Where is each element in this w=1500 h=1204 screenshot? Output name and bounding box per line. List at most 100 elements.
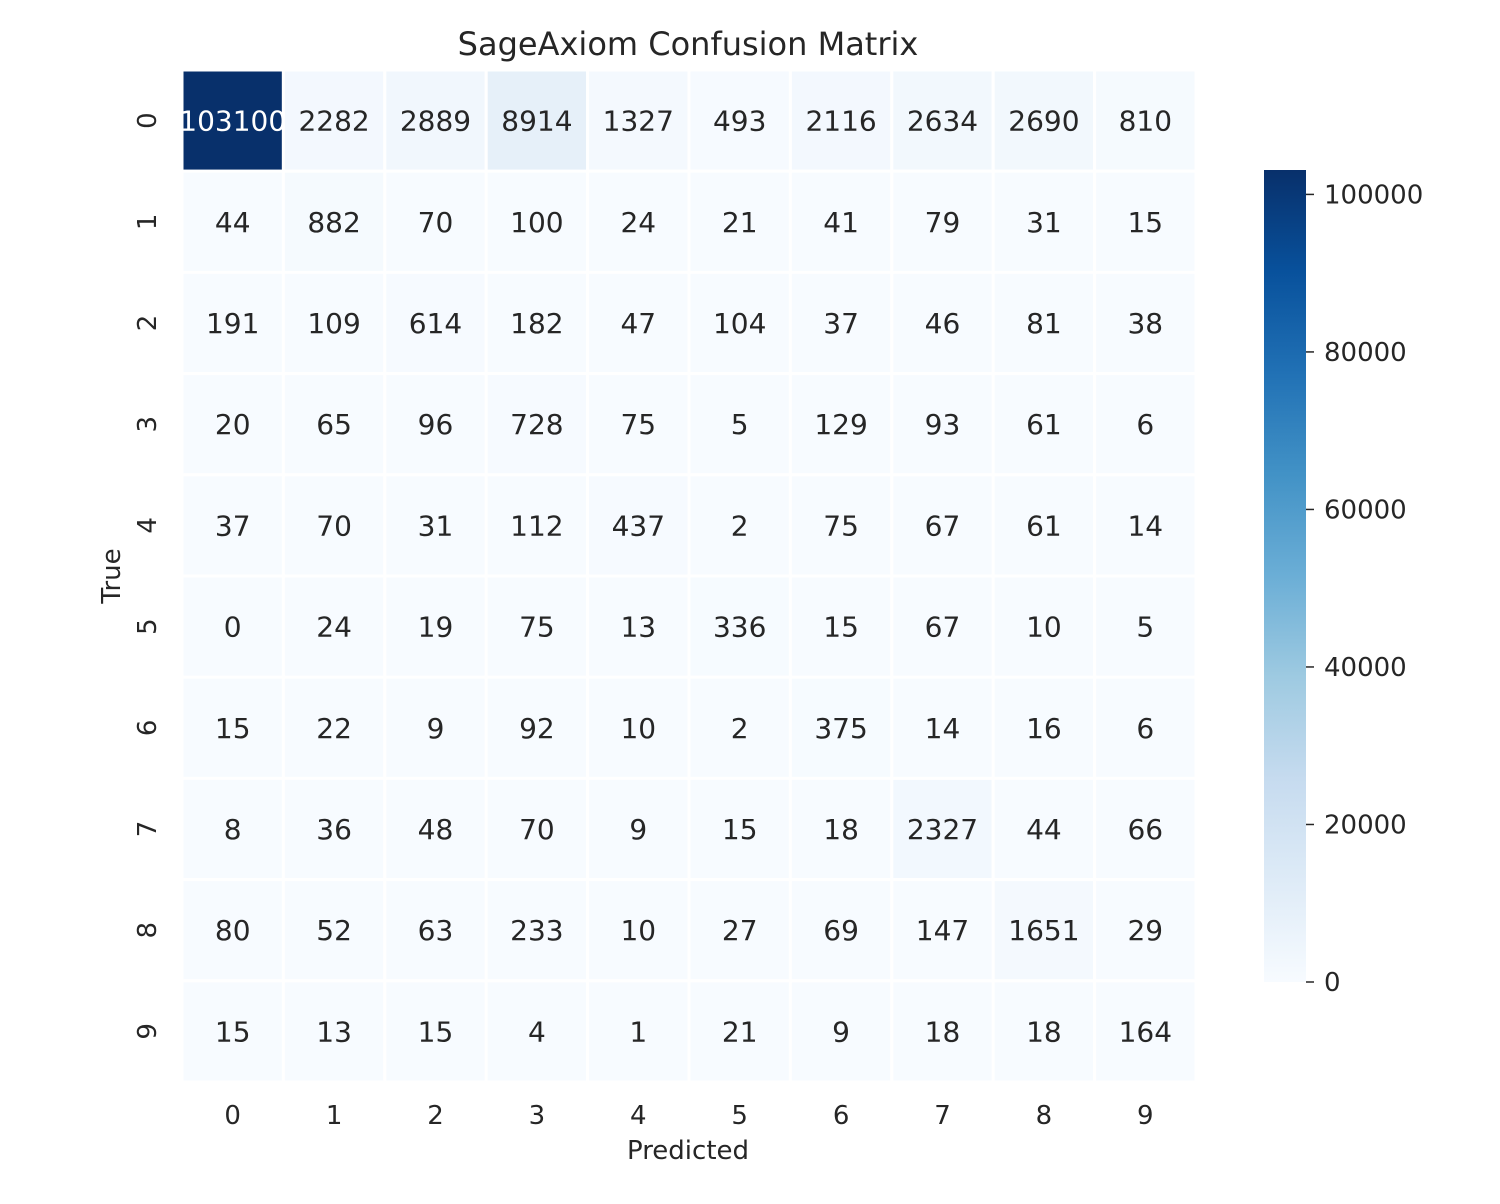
heatmap-cell	[788, 473, 894, 578]
heatmap-cell	[180, 675, 285, 780]
cell-value-label: 48	[418, 813, 454, 846]
heatmap-cell	[1093, 68, 1198, 173]
heatmap-cell	[180, 979, 285, 1084]
cell-value-label: 437	[612, 509, 665, 542]
cell-value-label: 75	[519, 611, 555, 644]
colorbar-tick-label: 40000	[1324, 653, 1407, 683]
heatmap-cell	[484, 574, 590, 679]
x-tick-label: 7	[934, 1101, 951, 1131]
heatmap-cell	[687, 372, 792, 477]
cell-value-label: 103100	[179, 105, 286, 138]
y-tick-label: 3	[133, 416, 163, 433]
colorbar-tick-label: 80000	[1324, 338, 1407, 368]
heatmap-cell	[1093, 776, 1198, 882]
cell-value-label: 79	[925, 206, 961, 239]
y-tick-label: 7	[133, 821, 163, 838]
heatmap-cell	[991, 270, 1097, 376]
heatmap-cell	[788, 270, 894, 376]
colorbar-tick-label: 100000	[1324, 180, 1423, 210]
heatmap-cell	[586, 473, 691, 578]
x-axis-tick-labels: 0 1 2 3 4 5 6 7 8 9	[224, 1101, 1153, 1131]
cell-value-label: 92	[519, 712, 555, 745]
heatmap-cell	[991, 878, 1097, 983]
heatmap-cell	[281, 776, 387, 882]
heatmap-cell	[281, 473, 387, 578]
heatmap-cell	[484, 878, 590, 983]
cell-value-label: 75	[620, 408, 656, 441]
heatmap-cell	[687, 675, 792, 780]
x-tick-label: 5	[731, 1101, 748, 1131]
heatmap-cell	[281, 68, 387, 173]
cell-value-label: 31	[418, 509, 454, 542]
cell-value-label: 2327	[907, 813, 978, 846]
cell-value-label: 882	[307, 206, 360, 239]
x-tick-label: 8	[1036, 1101, 1053, 1131]
cell-value-label: 9	[427, 712, 445, 745]
cell-value-label: 46	[925, 307, 961, 340]
colorbar-tick-labels: 0 20000 40000 60000 80000 100000	[1306, 180, 1423, 998]
cell-value-label: 75	[823, 509, 859, 542]
heatmap-cell	[484, 776, 590, 882]
cell-value-label: 13	[316, 1015, 352, 1048]
heatmap-cell	[890, 878, 995, 983]
cell-value-label: 21	[722, 206, 758, 239]
cell-value-label: 2116	[805, 105, 876, 138]
cell-value-label: 375	[814, 712, 867, 745]
cell-value-label: 336	[713, 611, 766, 644]
heatmap-cell	[890, 473, 995, 578]
cell-value-label: 63	[418, 914, 454, 947]
cell-value-label: 2	[731, 712, 749, 745]
y-tick-label: 0	[133, 112, 163, 129]
cell-value-label: 15	[215, 712, 251, 745]
heatmap-cell	[281, 878, 387, 983]
y-tick-label: 6	[133, 720, 163, 737]
x-tick-label: 4	[630, 1101, 647, 1131]
cell-value-label: 147	[916, 914, 969, 947]
heatmap-cell	[1093, 878, 1198, 983]
heatmap-cell	[586, 878, 691, 983]
x-tick-label: 6	[833, 1101, 850, 1131]
heatmap-cell	[484, 169, 590, 274]
cell-value-label: 4	[528, 1015, 546, 1048]
cell-value-label: 493	[713, 105, 766, 138]
heatmap-cell	[890, 675, 995, 780]
cell-value-label: 70	[316, 509, 352, 542]
cell-value-label: 100	[510, 206, 563, 239]
heatmap-cell	[1093, 473, 1198, 578]
cell-value-label: 36	[316, 813, 352, 846]
heatmap-cell	[788, 169, 894, 274]
cell-value-label: 2690	[1008, 105, 1079, 138]
heatmap-cell	[383, 776, 488, 882]
cell-value-label: 27	[722, 914, 758, 947]
heatmap-cell	[484, 979, 590, 1084]
cell-value-label: 52	[316, 914, 352, 947]
cell-value-label: 9	[629, 813, 647, 846]
heatmap-cells	[180, 68, 1198, 1084]
cell-value-label: 182	[510, 307, 563, 340]
y-tick-label: 1	[133, 214, 163, 231]
x-tick-label: 0	[224, 1101, 241, 1131]
colorbar: 0 20000 40000 60000 80000 100000	[1264, 170, 1423, 998]
cell-value-label: 2	[731, 509, 749, 542]
cell-value-label: 24	[620, 206, 656, 239]
y-tick-label: 9	[133, 1023, 163, 1040]
cell-value-label: 31	[1026, 206, 1062, 239]
heatmap-cell	[180, 574, 285, 679]
heatmap-cell	[788, 979, 894, 1084]
heatmap-cell	[180, 372, 285, 477]
cell-value-label: 47	[620, 307, 656, 340]
heatmap-cell	[1093, 675, 1198, 780]
heatmap-cell	[788, 776, 894, 882]
cell-value-label: 67	[925, 611, 961, 644]
cell-value-label: 10	[1026, 611, 1062, 644]
heatmap-cell	[890, 169, 995, 274]
x-tick-label: 2	[427, 1101, 444, 1131]
cell-value-label: 19	[418, 611, 454, 644]
cell-value-label: 37	[823, 307, 859, 340]
cell-value-label: 6	[1136, 408, 1154, 441]
colorbar-gradient	[1264, 170, 1306, 982]
y-tick-label: 8	[133, 922, 163, 939]
colorbar-tick-label: 0	[1324, 968, 1341, 998]
cell-value-label: 191	[206, 307, 259, 340]
cell-value-label: 41	[823, 206, 859, 239]
